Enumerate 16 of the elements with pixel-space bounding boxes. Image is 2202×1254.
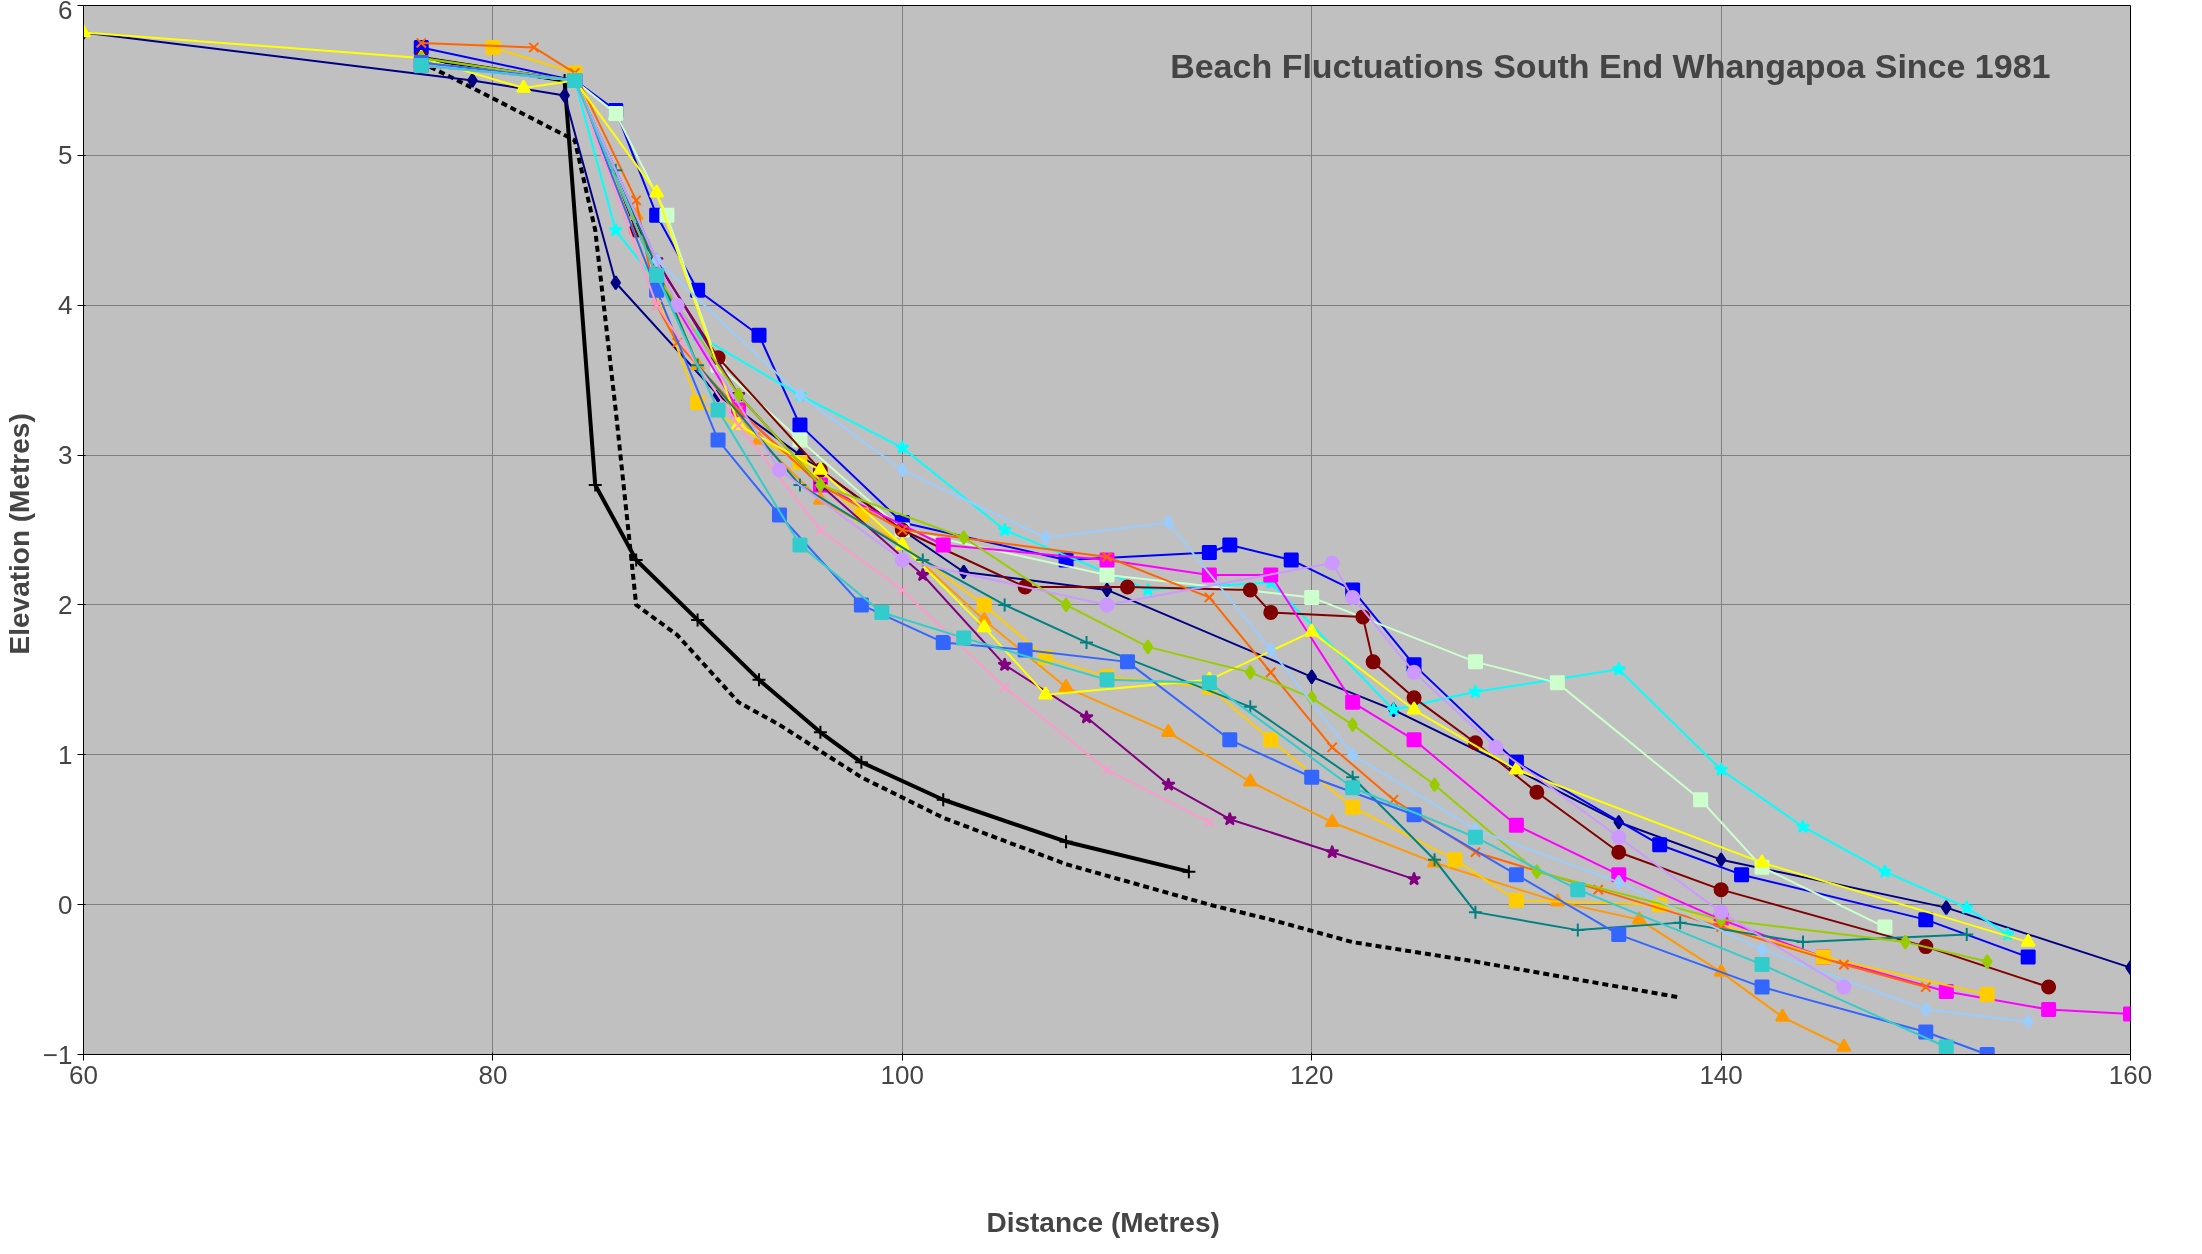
x-tick-label: 120 xyxy=(1290,1059,1334,1090)
x-tick-label: 100 xyxy=(880,1059,924,1090)
x-tick-label: 80 xyxy=(478,1059,508,1090)
x-tick-label: 140 xyxy=(1699,1059,1743,1090)
y-tick-label: 0 xyxy=(58,889,73,920)
y-tick-label: 5 xyxy=(58,140,73,171)
y-tick-label: 3 xyxy=(58,440,73,471)
text: Beach Fluctuations South End Whangapoa Since 1981 xyxy=(1170,46,2051,85)
x-tick-label: 60 xyxy=(69,1059,98,1090)
y-tick-label: 2 xyxy=(58,589,73,620)
y-tick-label: 6 xyxy=(58,0,73,25)
y-tick-label: 4 xyxy=(58,290,73,321)
y-tick-label: 1 xyxy=(58,739,73,770)
x-axis-title: Distance (Metres) xyxy=(986,1206,1220,1238)
x-tick-label: 160 xyxy=(2108,1059,2153,1090)
y-axis-title: Elevation (Metres) xyxy=(3,413,35,655)
